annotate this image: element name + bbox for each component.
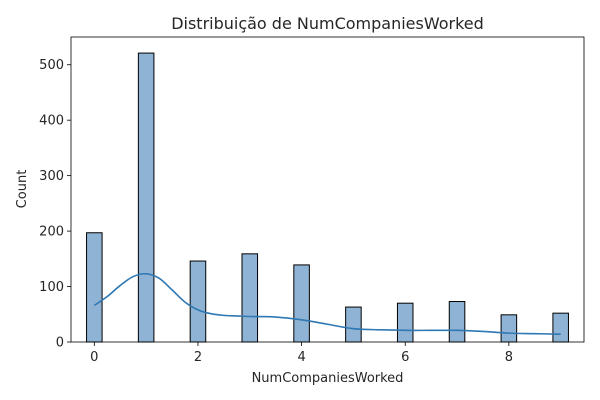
y-ticks-group: 0 100 200 300 400 500 xyxy=(39,58,71,351)
x-tick-label-6: 6 xyxy=(401,350,409,365)
bar-6 xyxy=(396,302,414,343)
bar-4 xyxy=(293,264,310,343)
kde-group xyxy=(93,272,561,336)
bar-1 xyxy=(137,52,155,343)
y-tick-label-300: 300 xyxy=(39,169,64,184)
y-axis-label: Count xyxy=(15,170,30,209)
y-tick-label-200: 200 xyxy=(39,225,64,240)
x-tick-label-0: 0 xyxy=(90,350,98,365)
bar-9 xyxy=(552,312,569,343)
x-tick-label-8: 8 xyxy=(505,350,513,365)
x-axis-label: NumCompaniesWorked xyxy=(252,371,404,386)
x-tick-label-2: 2 xyxy=(194,350,202,365)
bar-5 xyxy=(345,306,362,343)
y-tick-label-400: 400 xyxy=(39,114,64,129)
x-ticks-group: 0 2 4 6 8 xyxy=(90,342,513,365)
bar-8 xyxy=(500,314,518,343)
bars-group xyxy=(86,52,569,343)
bar-0 xyxy=(86,232,103,343)
x-tick-label-4: 4 xyxy=(297,350,305,365)
bar-7 xyxy=(448,301,466,343)
y-tick-label-100: 100 xyxy=(39,280,64,295)
plot-frame xyxy=(70,36,585,343)
y-tick-label-0: 0 xyxy=(56,336,64,351)
bar-3 xyxy=(241,253,259,343)
kde-line xyxy=(93,272,561,336)
y-tick-label-500: 500 xyxy=(39,58,64,73)
chart-title: Distribuição de NumCompaniesWorked xyxy=(171,14,484,33)
bar-2 xyxy=(189,260,207,343)
